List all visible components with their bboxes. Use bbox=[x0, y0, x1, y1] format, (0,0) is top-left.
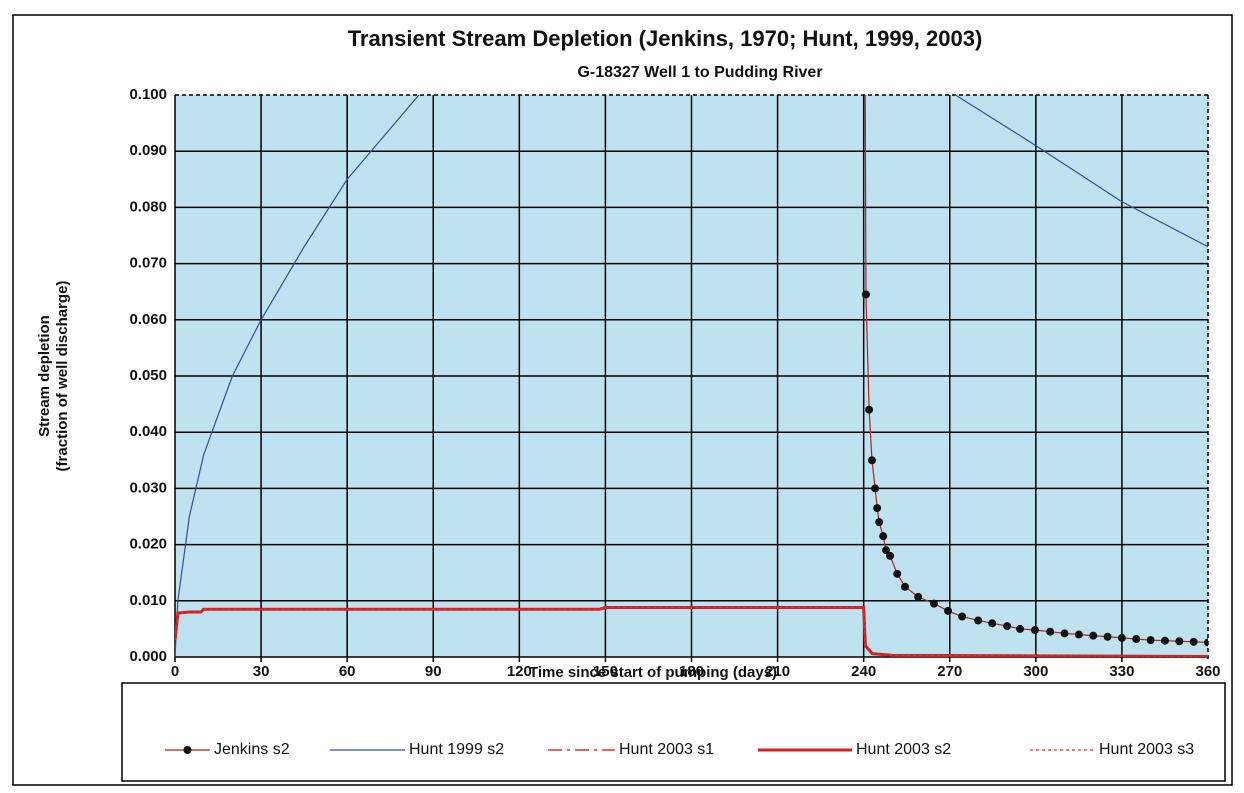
x-tick-label: 360 bbox=[1195, 663, 1220, 680]
x-tick-label: 30 bbox=[253, 663, 270, 680]
series-line bbox=[175, 95, 1208, 657]
data-point bbox=[900, 582, 909, 591]
data-point bbox=[871, 484, 880, 493]
data-point bbox=[882, 546, 891, 555]
data-point bbox=[1016, 624, 1025, 633]
data-point bbox=[1117, 633, 1126, 642]
plot-area: 0.000 0.010 0.020 0.030 0.040 0.050 0.060 0.070… bbox=[129, 86, 1220, 680]
legend-label: Hunt 2003 s3 bbox=[1099, 741, 1194, 758]
y-tick-label: 0.030 bbox=[129, 479, 167, 496]
y-tick-label: 0.040 bbox=[129, 423, 167, 440]
series-line bbox=[175, 606, 1208, 657]
legend-label: Hunt 1999 s2 bbox=[409, 741, 504, 758]
x-tick-label: 0 bbox=[171, 663, 179, 680]
data-point bbox=[886, 551, 895, 560]
y-tick-label: 0.080 bbox=[129, 198, 167, 215]
data-point bbox=[1175, 637, 1184, 646]
data-point bbox=[1046, 627, 1055, 636]
data-point bbox=[1060, 629, 1069, 638]
x-tick-label: 270 bbox=[937, 663, 962, 680]
data-point bbox=[893, 569, 902, 578]
data-point bbox=[1030, 626, 1039, 635]
data-point bbox=[944, 606, 953, 615]
y-axis-label: (fraction of well discharge) bbox=[54, 281, 71, 472]
data-point bbox=[865, 405, 874, 414]
data-point bbox=[867, 456, 876, 465]
y-tick-label: 0.070 bbox=[129, 255, 167, 272]
data-point bbox=[873, 504, 882, 513]
data-point bbox=[1103, 632, 1112, 641]
y-tick-label: 0.020 bbox=[129, 536, 167, 553]
x-tick-label: 90 bbox=[425, 663, 442, 680]
data-point bbox=[958, 612, 967, 621]
y-tick-label: 0.100 bbox=[129, 86, 167, 103]
data-area bbox=[175, 95, 1208, 657]
y-tick-label: 0.050 bbox=[129, 367, 167, 384]
data-point bbox=[1160, 636, 1169, 645]
y-tick-label: 0.000 bbox=[129, 648, 167, 665]
data-point bbox=[1074, 630, 1083, 639]
data-point bbox=[861, 290, 870, 299]
chart-subtitle: G-18327 Well 1 to Pudding River bbox=[577, 64, 822, 81]
data-point bbox=[988, 619, 997, 628]
x-tick-label: 240 bbox=[851, 663, 876, 680]
x-tick-label: 210 bbox=[765, 663, 790, 680]
data-point bbox=[914, 592, 923, 601]
legend-box bbox=[121, 682, 1226, 782]
y-tick-label: 0.010 bbox=[129, 592, 167, 609]
chart-title: Transient Stream Depletion (Jenkins, 197… bbox=[348, 26, 983, 51]
data-point bbox=[1089, 631, 1098, 640]
legend-marker bbox=[183, 746, 192, 754]
data-point bbox=[879, 532, 888, 541]
legend-label: Jenkins s2 bbox=[214, 741, 290, 758]
x-tick-label: 60 bbox=[339, 663, 356, 680]
y-axis-label: Stream depletion bbox=[36, 315, 53, 437]
legend: Jenkins s2 Hunt 1999 s2 Hunt 2003 s1 Hunt 2… bbox=[165, 741, 1194, 758]
data-point bbox=[1189, 637, 1198, 646]
data-point bbox=[974, 616, 983, 625]
x-tick-label: 300 bbox=[1023, 663, 1048, 680]
y-tick-label: 0.060 bbox=[129, 311, 167, 328]
data-point bbox=[929, 599, 938, 608]
x-tick-label: 330 bbox=[1109, 663, 1134, 680]
x-tick-label: 150 bbox=[593, 663, 618, 680]
data-point bbox=[875, 518, 884, 527]
data-point bbox=[1003, 622, 1012, 631]
x-tick-label: 180 bbox=[679, 663, 704, 680]
y-tick-label: 0.090 bbox=[129, 142, 167, 159]
data-point bbox=[1204, 638, 1208, 647]
legend-label: Hunt 2003 s2 bbox=[856, 741, 951, 758]
data-point bbox=[1146, 636, 1155, 645]
x-tick-label: 120 bbox=[507, 663, 532, 680]
data-point bbox=[1132, 635, 1141, 644]
x-axis-label: Time since start of pumping (days) bbox=[529, 664, 777, 681]
legend-label: Hunt 2003 s1 bbox=[619, 741, 714, 758]
